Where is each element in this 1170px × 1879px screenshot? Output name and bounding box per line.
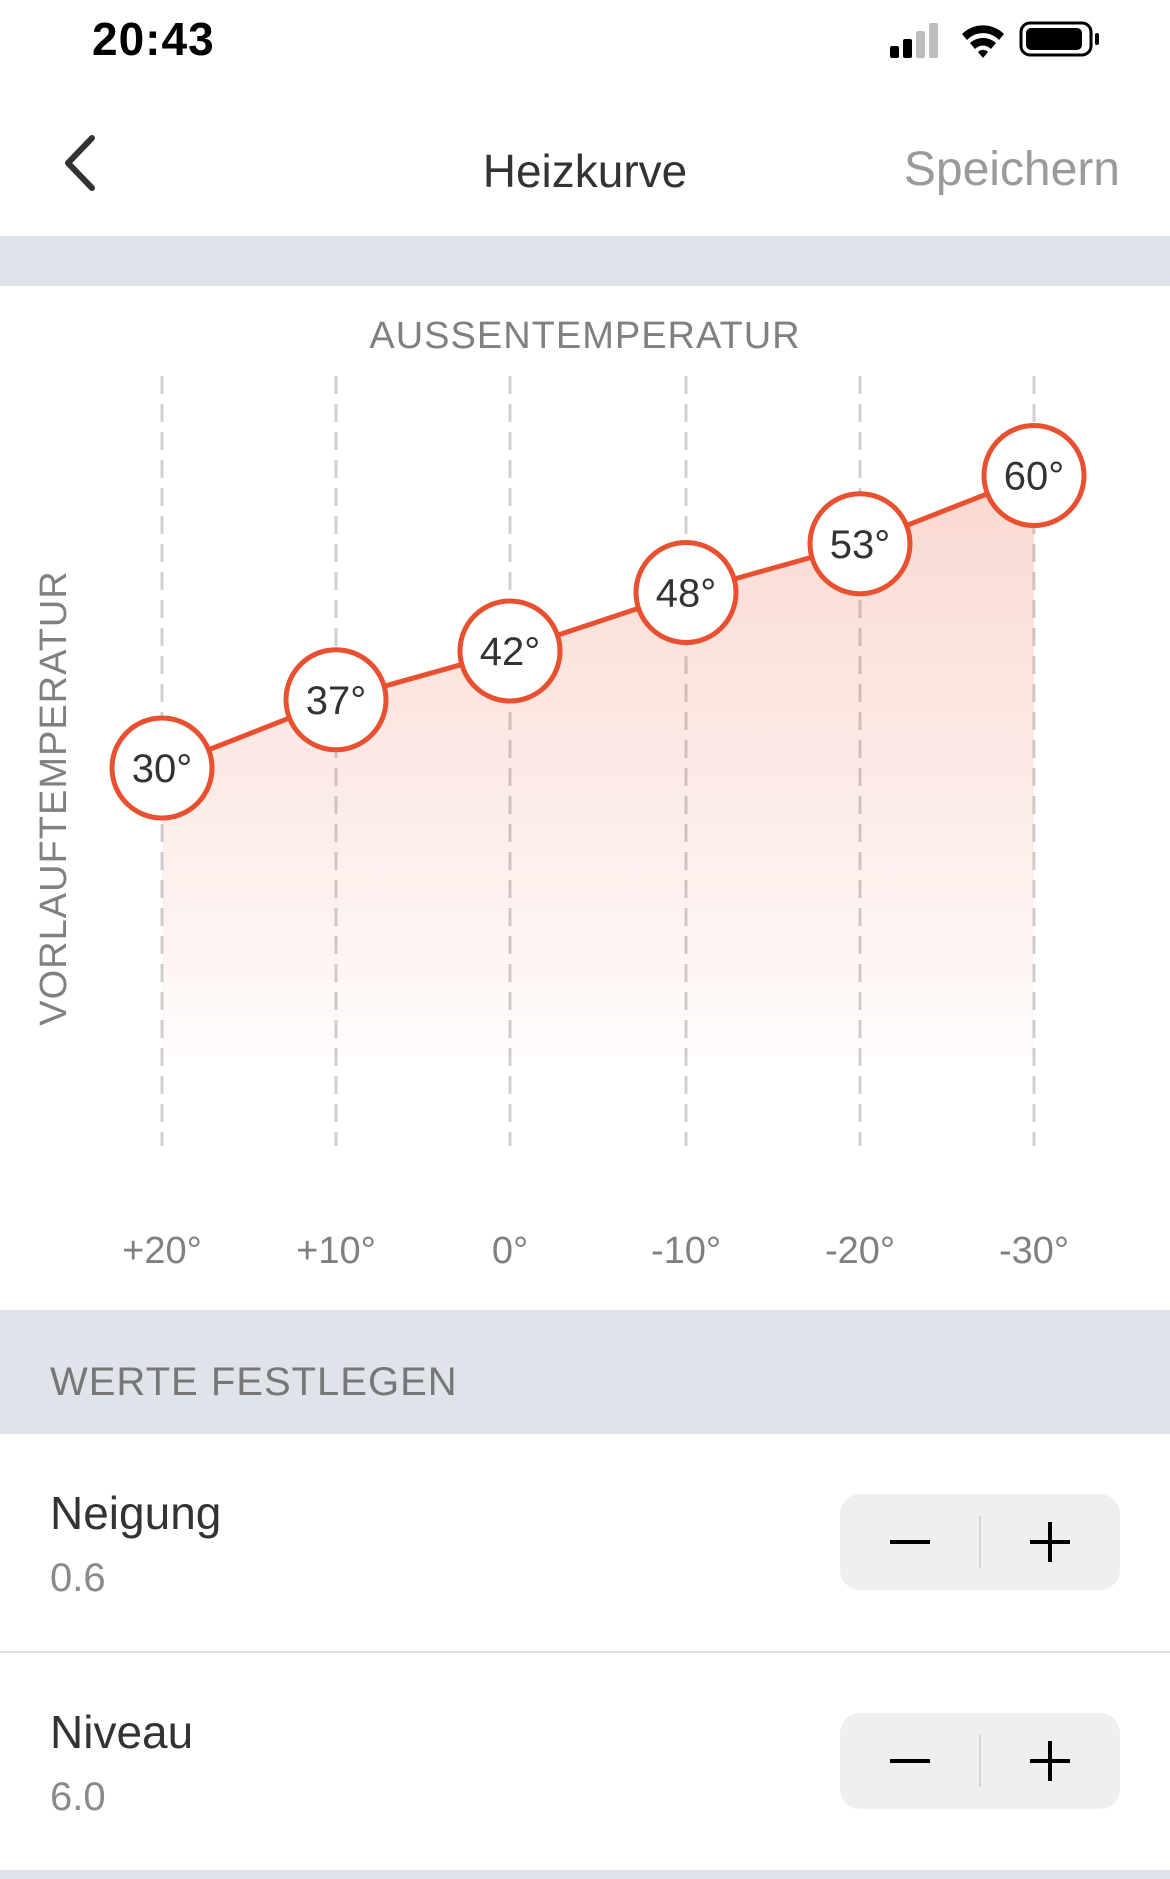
x-tick-label: -10° — [651, 1230, 721, 1272]
minus-icon — [890, 1540, 930, 1544]
setting-value: 0.6 — [50, 1556, 106, 1600]
status-icons — [890, 21, 1099, 58]
neigung-increment-button[interactable] — [980, 1494, 1120, 1590]
data-point-marker[interactable] — [109, 715, 215, 821]
back-button[interactable] — [50, 128, 120, 198]
x-tick-label: 0° — [492, 1230, 528, 1272]
data-point[interactable]: 30° — [109, 715, 215, 821]
data-point-label: 37° — [306, 679, 367, 723]
bottom-separator-band — [0, 1870, 1170, 1879]
section-title: WERTE FESTLEGEN — [50, 1360, 458, 1404]
navigation-bar: Heizkurve Speichern — [0, 90, 1170, 236]
y-axis-title: VORLAUFTEMPERATUR — [33, 570, 75, 1025]
neigung-stepper[interactable] — [840, 1494, 1120, 1590]
wifi-icon — [962, 25, 1004, 58]
x-tick-label: +20° — [122, 1230, 202, 1272]
x-axis-title: AUSSENTEMPERATUR — [369, 315, 800, 357]
data-points: 30° 37° 42° 48° 53° 60° — [109, 423, 1087, 821]
heating-curve-chart: AUSSENTEMPERATUR VORLAUFTEMPERATUR 30° 37… — [0, 286, 1170, 1310]
data-point-marker[interactable] — [981, 423, 1087, 528]
status-time: 20:43 — [92, 13, 215, 65]
data-point[interactable]: 53° — [807, 491, 913, 597]
niveau-stepper[interactable] — [840, 1713, 1120, 1809]
data-point[interactable]: 37° — [283, 647, 389, 753]
minus-icon — [890, 1759, 930, 1763]
neigung-decrement-button[interactable] — [840, 1494, 980, 1590]
save-button[interactable]: Speichern — [903, 143, 1120, 196]
niveau-decrement-button[interactable] — [840, 1713, 980, 1809]
stepper-divider — [979, 1516, 981, 1568]
data-point-label: 60° — [1004, 455, 1065, 499]
setting-row-neigung: Neigung 0.6 — [0, 1434, 1170, 1652]
battery-icon — [1019, 21, 1099, 57]
data-point-label: 53° — [830, 523, 891, 567]
x-tick-label: -20° — [825, 1230, 895, 1272]
x-tick-label: +10° — [296, 1230, 376, 1272]
data-point[interactable]: 48° — [633, 540, 739, 645]
x-tick-labels: +20° +10° 0° -10° -20° -30° — [122, 1230, 1069, 1272]
data-point-marker[interactable] — [457, 598, 563, 704]
plus-icon — [1030, 1741, 1070, 1781]
section-header: WERTE FESTLEGEN — [0, 1310, 1170, 1434]
cellular-signal-icon — [890, 23, 938, 58]
data-point-marker[interactable] — [633, 540, 739, 645]
data-point-label: 30° — [132, 747, 193, 791]
status-bar: 20:43 — [0, 0, 1170, 90]
data-point[interactable]: 42° — [457, 598, 563, 704]
chevron-left-icon — [65, 135, 95, 191]
row-divider — [0, 1651, 1170, 1653]
setting-row-niveau: Niveau 6.0 — [0, 1653, 1170, 1871]
data-point-marker[interactable] — [807, 491, 913, 597]
top-separator-band — [0, 236, 1170, 286]
data-point[interactable]: 60° — [981, 423, 1087, 528]
chart-svg: AUSSENTEMPERATUR VORLAUFTEMPERATUR 30° 37… — [33, 315, 1087, 1272]
setting-label: Neigung — [50, 1487, 222, 1539]
page-title: Heizkurve — [482, 145, 688, 197]
setting-label: Niveau — [50, 1706, 194, 1758]
area-fill — [162, 475, 1034, 1056]
stepper-divider — [979, 1735, 981, 1787]
niveau-increment-button[interactable] — [980, 1713, 1120, 1809]
data-point-marker[interactable] — [283, 647, 389, 753]
data-point-label: 42° — [480, 630, 541, 674]
x-tick-label: -30° — [999, 1230, 1069, 1272]
setting-value: 6.0 — [50, 1775, 106, 1819]
plus-icon — [1030, 1522, 1070, 1562]
data-point-label: 48° — [656, 572, 717, 616]
